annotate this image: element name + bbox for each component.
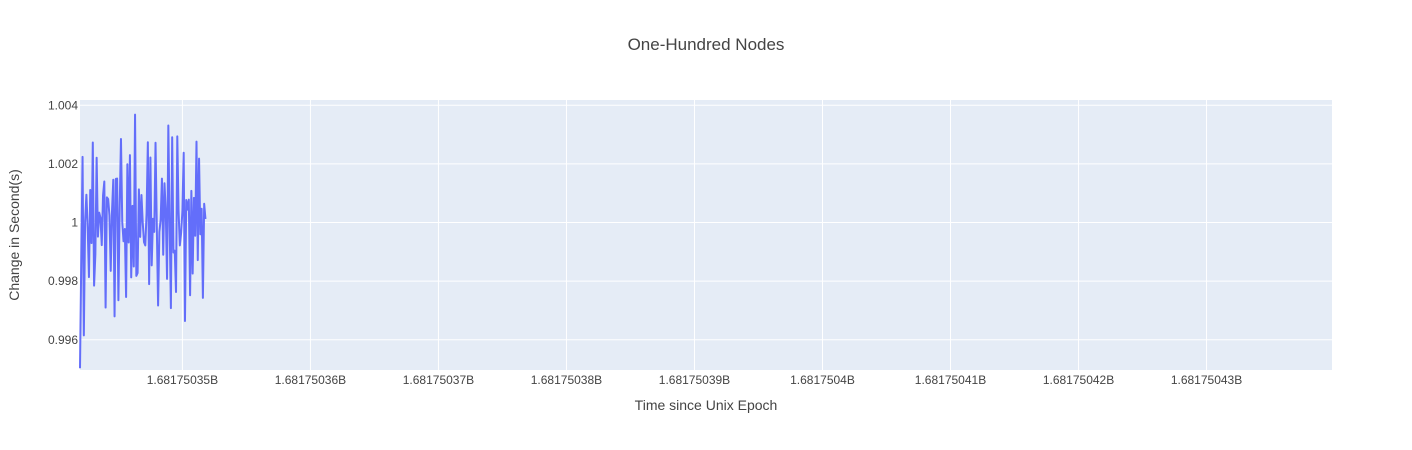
plot-area <box>80 100 1332 370</box>
y-axis-title: Change in Second(s) <box>6 169 22 301</box>
x-tick-label: 1.68175042B <box>1043 373 1114 387</box>
data-series-line <box>79 113 207 369</box>
x-axis-ticks: 1.68175035B 1.68175036B 1.68175037B 1.68175… <box>147 373 1243 387</box>
y-tick-label: 1 <box>71 216 78 230</box>
chart-title: One-Hundred Nodes <box>628 35 785 54</box>
x-tick-label: 1.68175036B <box>275 373 346 387</box>
y-tick-label: 0.998 <box>48 274 78 288</box>
x-tick-label: 1.68175041B <box>915 373 986 387</box>
x-tick-label: 1.6817504B <box>790 373 855 387</box>
x-tick-label: 1.68175043B <box>1171 373 1242 387</box>
gridlines <box>80 100 1332 370</box>
x-tick-label: 1.68175035B <box>147 373 218 387</box>
y-tick-label: 0.996 <box>48 333 78 347</box>
x-tick-label: 1.68175037B <box>403 373 474 387</box>
y-axis-ticks: 0.996 0.998 1 1.002 1.004 <box>48 98 78 347</box>
x-axis-title: Time since Unix Epoch <box>635 397 778 413</box>
x-tick-label: 1.68175039B <box>659 373 730 387</box>
y-tick-label: 1.002 <box>48 157 78 171</box>
y-tick-label: 1.004 <box>48 98 78 112</box>
x-tick-label: 1.68175038B <box>531 373 602 387</box>
